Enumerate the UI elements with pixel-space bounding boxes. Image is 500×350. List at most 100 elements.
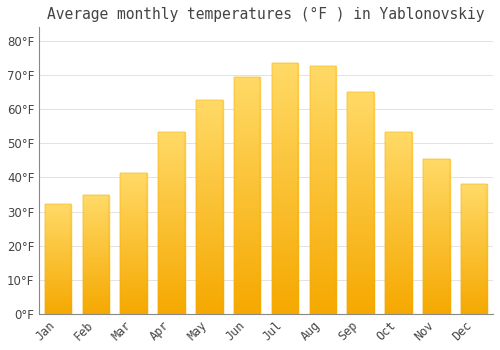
Bar — [310, 232, 336, 234]
Bar — [234, 247, 260, 250]
Bar — [234, 110, 260, 113]
Bar — [196, 211, 222, 214]
Bar — [310, 175, 336, 177]
Bar — [461, 285, 487, 287]
Bar — [82, 258, 109, 259]
Bar — [461, 284, 487, 285]
Bar — [348, 94, 374, 97]
Bar — [348, 247, 374, 250]
Bar — [423, 277, 450, 278]
Bar — [158, 141, 185, 143]
Bar — [234, 91, 260, 94]
Bar — [196, 260, 222, 262]
Bar — [272, 206, 298, 209]
Bar — [461, 301, 487, 302]
Bar — [82, 252, 109, 253]
Bar — [386, 190, 411, 192]
Bar — [158, 296, 185, 298]
Bar — [272, 214, 298, 216]
Bar — [272, 221, 298, 224]
Bar — [82, 287, 109, 288]
Bar — [234, 150, 260, 153]
Bar — [158, 252, 185, 254]
Bar — [348, 270, 374, 272]
Bar — [82, 236, 109, 237]
Bar — [272, 151, 298, 154]
Bar — [348, 194, 374, 196]
Bar — [461, 201, 487, 202]
Bar — [386, 312, 411, 314]
Bar — [272, 224, 298, 226]
Bar — [310, 197, 336, 200]
Bar — [348, 245, 374, 247]
Bar — [386, 287, 411, 288]
Bar — [82, 256, 109, 257]
Bar — [272, 186, 298, 189]
Bar — [82, 253, 109, 255]
Bar — [234, 108, 260, 110]
Bar — [120, 297, 147, 298]
Bar — [272, 246, 298, 249]
Bar — [386, 186, 411, 188]
Bar — [348, 223, 374, 225]
Bar — [234, 205, 260, 207]
Bar — [196, 310, 222, 312]
Bar — [423, 243, 450, 244]
Bar — [461, 262, 487, 263]
Bar — [386, 268, 411, 270]
Bar — [82, 297, 109, 299]
Bar — [461, 215, 487, 217]
Bar — [386, 226, 411, 228]
Bar — [310, 66, 336, 68]
Bar — [423, 173, 450, 175]
Bar — [272, 108, 298, 111]
Bar — [196, 117, 222, 120]
Bar — [310, 296, 336, 299]
Bar — [461, 184, 487, 186]
Bar — [310, 309, 336, 312]
Bar — [158, 214, 185, 216]
Bar — [45, 280, 72, 281]
Bar — [196, 179, 222, 181]
Bar — [45, 272, 72, 273]
Bar — [461, 288, 487, 289]
Bar — [120, 180, 147, 181]
Bar — [234, 262, 260, 264]
Bar — [196, 158, 222, 160]
Bar — [158, 250, 185, 252]
Bar — [423, 232, 450, 233]
Bar — [158, 152, 185, 154]
Bar — [423, 217, 450, 218]
Bar — [386, 261, 411, 263]
Bar — [45, 259, 72, 260]
Bar — [82, 288, 109, 289]
Bar — [272, 211, 298, 214]
Bar — [234, 196, 260, 198]
Bar — [234, 255, 260, 257]
Bar — [82, 271, 109, 272]
Bar — [234, 210, 260, 212]
Bar — [196, 105, 222, 107]
Bar — [196, 103, 222, 105]
Bar — [423, 272, 450, 274]
Bar — [82, 230, 109, 231]
Bar — [45, 304, 72, 305]
Bar — [45, 298, 72, 299]
Bar — [423, 226, 450, 228]
Bar — [386, 208, 411, 210]
Bar — [272, 234, 298, 236]
Bar — [310, 257, 336, 259]
Bar — [45, 268, 72, 269]
Bar — [82, 228, 109, 229]
Bar — [82, 289, 109, 290]
Bar — [272, 124, 298, 126]
Bar — [196, 130, 222, 132]
Bar — [196, 209, 222, 211]
Bar — [82, 215, 109, 216]
Bar — [120, 246, 147, 247]
Bar — [348, 112, 374, 114]
Bar — [234, 120, 260, 122]
Bar — [272, 296, 298, 299]
Bar — [461, 280, 487, 281]
Bar — [272, 239, 298, 241]
